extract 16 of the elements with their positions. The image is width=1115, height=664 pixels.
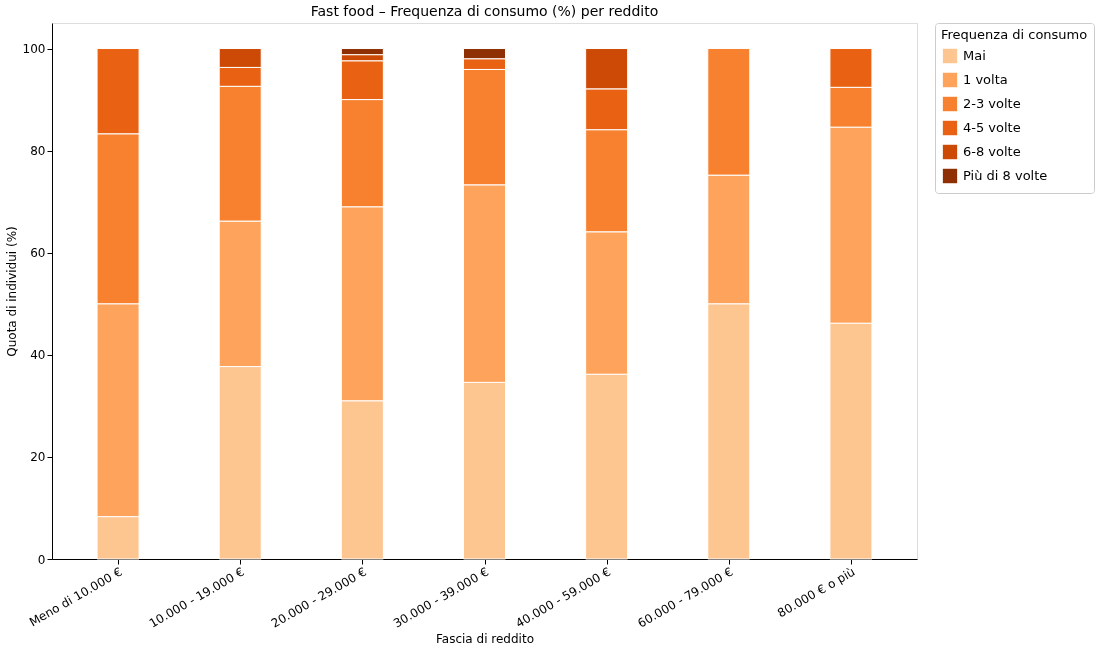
x-axis-title: Fascia di reddito [436,631,534,646]
legend-label: 2-3 volte [963,96,1021,111]
legend-title: Frequenza di consumo [941,27,1088,42]
legend-label: 4-5 volte [963,120,1021,135]
legend-label: Mai [963,48,986,63]
y-tick-label: 100 [22,42,46,57]
y-tick-label: 80 [30,144,46,159]
y-tick-label: 0 [37,552,46,567]
legend-label: 1 volta [963,72,1008,87]
legend-label: 6-8 volte [963,144,1021,159]
chart-title: Fast food – Frequenza di consumo (%) per reddito [310,3,659,19]
legend-label: Più di 8 volte [963,168,1048,183]
y-tick-label: 60 [30,246,46,261]
y-tick-label: 40 [30,348,46,363]
y-axis-title: Quota di individui (%) [4,226,19,357]
y-tick-label: 20 [30,450,46,465]
